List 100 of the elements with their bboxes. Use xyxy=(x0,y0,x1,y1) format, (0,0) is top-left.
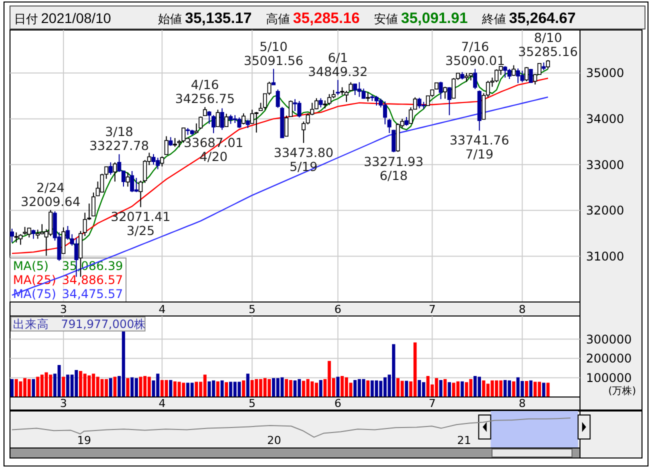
candlestick xyxy=(250,109,254,124)
bar xyxy=(263,378,267,397)
bar xyxy=(212,380,216,397)
candlestick xyxy=(528,68,533,84)
bar xyxy=(474,376,477,397)
annotation: 4/16 34256.75 xyxy=(175,77,235,106)
bar xyxy=(224,382,228,397)
bar xyxy=(529,380,532,397)
x-tick-label: 4 xyxy=(158,397,166,410)
bar xyxy=(92,374,96,397)
candlestick xyxy=(36,229,40,240)
candlestick xyxy=(100,173,104,194)
x-tick-label: 19 xyxy=(77,434,92,447)
candlestick xyxy=(31,229,36,240)
bar xyxy=(310,381,314,397)
bar xyxy=(216,381,220,397)
bar xyxy=(379,380,382,397)
annotation: 7/16 35090.01 xyxy=(445,38,505,68)
series-label: MA(75) 34,475.57 xyxy=(13,287,123,301)
bar xyxy=(44,372,48,397)
bar xyxy=(512,381,516,397)
bar xyxy=(88,375,91,397)
candlestick xyxy=(198,116,203,130)
annotation: 2/24 32009.64 xyxy=(20,180,80,209)
x-tick-label: 21 xyxy=(457,434,472,447)
candlestick xyxy=(344,90,348,102)
candlestick xyxy=(327,94,332,106)
x-tick-label: 7 xyxy=(428,397,436,410)
candlestick xyxy=(66,225,70,240)
bar xyxy=(143,376,147,397)
bar xyxy=(422,382,426,397)
bar xyxy=(246,374,250,397)
bar xyxy=(504,380,507,397)
bar xyxy=(490,380,494,397)
annotation: 5/10 35091.56 xyxy=(244,38,304,68)
candlestick xyxy=(512,64,516,76)
candlestick xyxy=(357,82,362,98)
bar xyxy=(156,374,160,397)
y-tick-label: 32000 xyxy=(586,204,624,218)
bar xyxy=(139,376,142,397)
bar xyxy=(178,382,181,397)
bar xyxy=(276,378,280,397)
bar xyxy=(358,379,361,397)
bar xyxy=(74,370,78,397)
bar xyxy=(96,376,100,397)
bar xyxy=(100,379,104,397)
bar xyxy=(486,384,490,397)
candlestick xyxy=(237,116,242,128)
candlestick xyxy=(417,97,422,109)
bar xyxy=(208,381,211,397)
bar xyxy=(238,382,241,397)
bar xyxy=(104,379,108,397)
candlestick xyxy=(473,68,478,90)
y-axis-title: (万株) xyxy=(608,385,636,397)
x-tick-label: 6 xyxy=(334,303,342,316)
bar xyxy=(293,380,297,397)
bar xyxy=(328,360,331,397)
bar xyxy=(508,380,512,397)
candlestick xyxy=(276,89,280,108)
bar xyxy=(190,382,194,397)
candlestick xyxy=(10,228,14,243)
candlestick xyxy=(216,109,220,128)
candlestick xyxy=(18,234,23,246)
candlestick xyxy=(91,192,96,216)
bar xyxy=(464,382,468,397)
bar xyxy=(160,380,164,397)
text: 終値 35,264.67 xyxy=(481,10,576,27)
bar xyxy=(40,374,44,397)
bar xyxy=(400,380,404,397)
candlestick xyxy=(503,66,508,78)
annotation: 33741.76 7/19 xyxy=(450,132,510,162)
y-tick-label: 31000 xyxy=(586,249,624,264)
bar xyxy=(340,376,344,397)
bar xyxy=(439,380,442,397)
bar xyxy=(494,380,498,397)
candlestick xyxy=(267,81,272,96)
bar xyxy=(302,380,306,397)
candlestick xyxy=(160,156,164,167)
candlestick xyxy=(182,127,186,144)
bar xyxy=(10,379,14,397)
bar xyxy=(48,374,52,397)
bar xyxy=(448,382,451,397)
bar xyxy=(36,376,40,397)
candlestick xyxy=(134,177,138,193)
bar xyxy=(524,380,528,397)
bar xyxy=(254,379,258,397)
x-tick-label: 3 xyxy=(60,303,67,316)
candlestick xyxy=(520,70,524,83)
bar xyxy=(28,379,31,397)
candlestick xyxy=(207,110,212,124)
bar xyxy=(456,381,460,397)
y-tick-label: 34000 xyxy=(586,112,624,126)
bar xyxy=(130,377,134,397)
candlestick xyxy=(152,154,156,166)
x-tick-label: 4 xyxy=(158,303,166,316)
candlestick xyxy=(262,93,267,110)
bar xyxy=(499,380,502,397)
bar xyxy=(314,382,318,397)
bar xyxy=(396,378,400,397)
y-tick-label: 33000 xyxy=(586,158,624,172)
